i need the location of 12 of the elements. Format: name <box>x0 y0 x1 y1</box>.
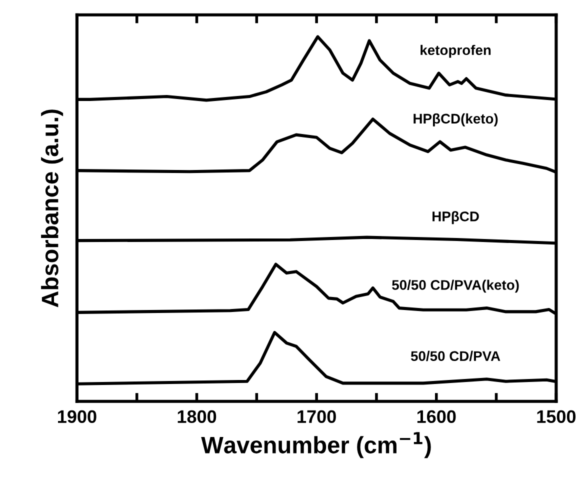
series-label: HPβCD <box>432 211 479 224</box>
x-tick-label: 1600 <box>417 410 456 423</box>
x-tick-label: 1900 <box>58 410 96 423</box>
series-label: 50/50 CD/PVA <box>410 350 500 362</box>
x-tick-label: 1800 <box>178 410 216 423</box>
x-tick-label: 1700 <box>298 410 336 423</box>
x-axis-title: Wavenumber (cm$^{−1}$) <box>201 432 431 458</box>
series-label: HPβCD(keto) <box>414 113 498 126</box>
x-tick-label: 1500 <box>537 410 576 423</box>
y-axis-title: Absorbance (a.u.) <box>41 110 64 308</box>
series-label: 50/50 CD/PVA(keto) <box>392 280 519 293</box>
series-label: ketoprofen <box>420 44 491 58</box>
